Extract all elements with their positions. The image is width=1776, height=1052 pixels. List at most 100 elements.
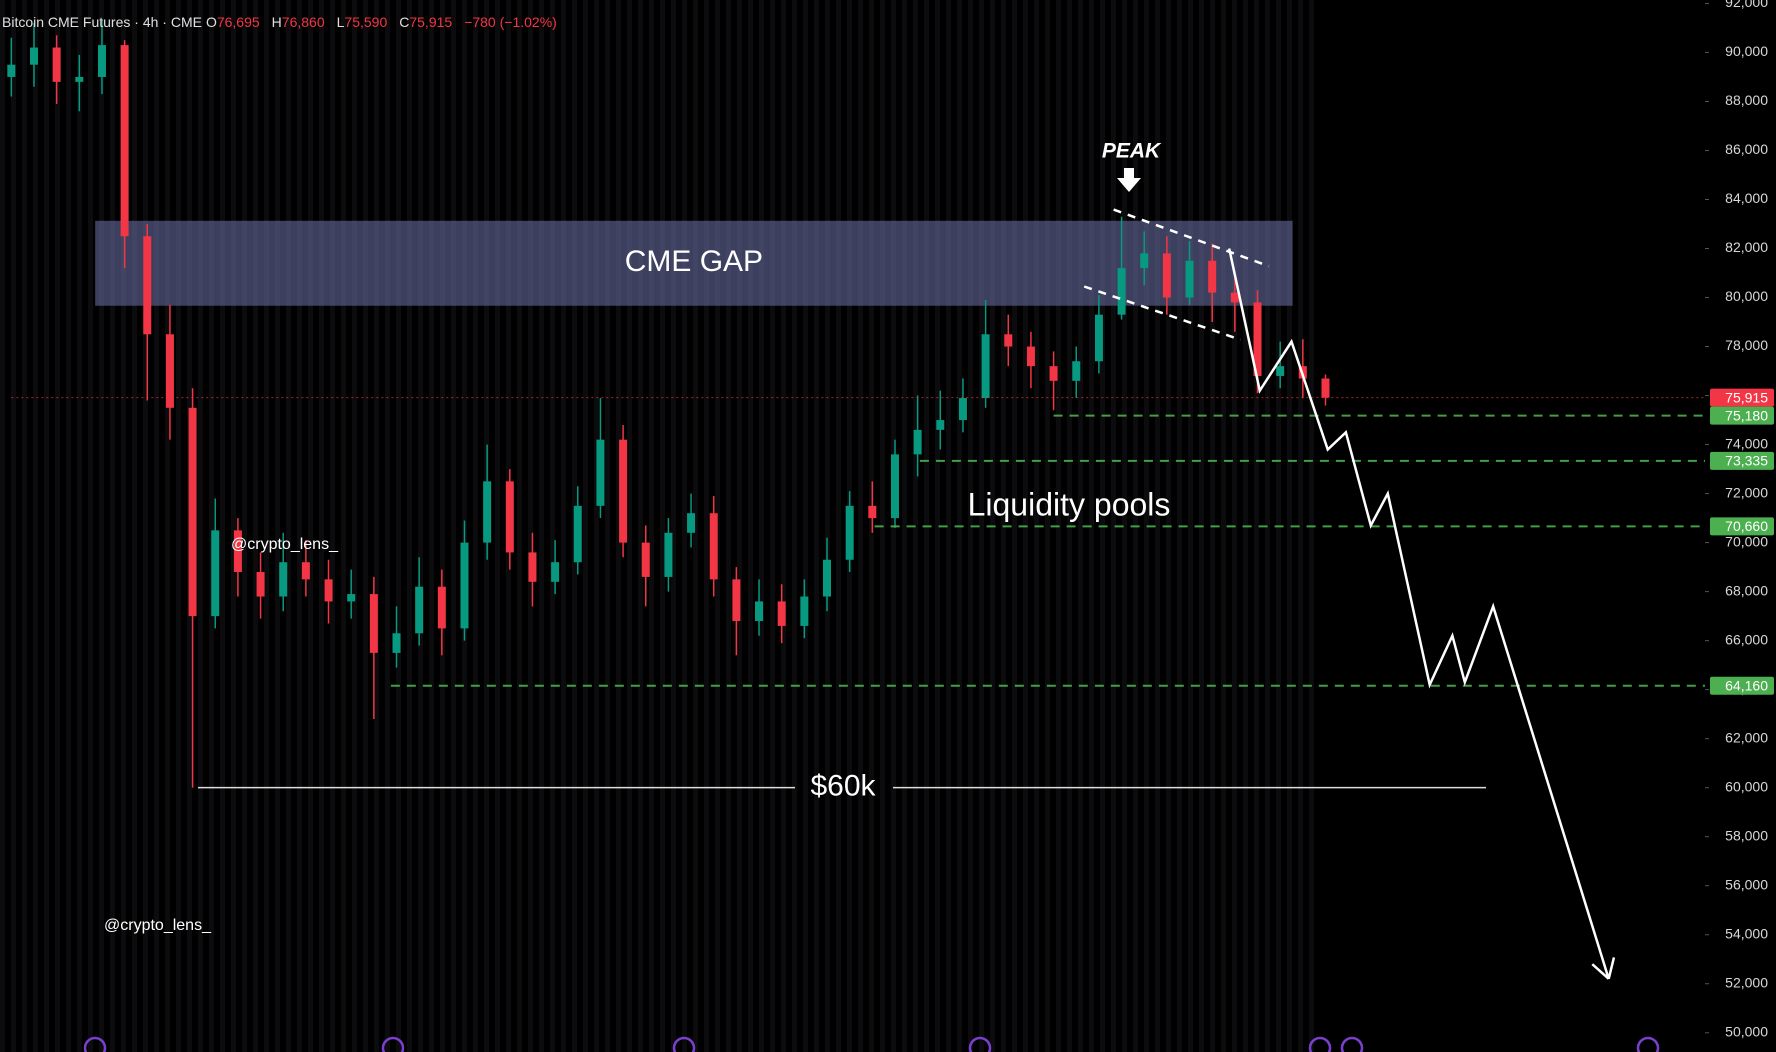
candle-body	[1276, 366, 1285, 376]
candle-body	[460, 542, 469, 629]
y-tick-label: 88,000	[1725, 92, 1768, 108]
arrow-head	[1607, 957, 1616, 980]
y-tick-label: 52,000	[1725, 974, 1768, 990]
price-badge	[1710, 676, 1774, 695]
candle-body	[347, 594, 356, 602]
support-label: $60k	[810, 770, 876, 803]
candle-body	[845, 505, 854, 560]
y-tick-label: 68,000	[1725, 582, 1768, 598]
y-tick-label: 66,000	[1725, 631, 1768, 647]
event-icon	[1636, 1036, 1660, 1052]
candle-body	[777, 601, 786, 626]
y-tick-label: 58,000	[1725, 827, 1768, 843]
symbol-title: Bitcoin CME Futures · 4h · CME	[2, 14, 202, 30]
candle-body	[415, 586, 424, 634]
y-tick-label: 62,000	[1725, 729, 1768, 745]
ohlc-letter: L	[336, 14, 345, 30]
candle-body	[1004, 334, 1013, 347]
candle-body	[1026, 346, 1035, 367]
candle-body	[596, 439, 605, 506]
projection-path	[1227, 248, 1610, 980]
ohlc-value: 75,915	[409, 14, 453, 30]
candle-body	[800, 596, 809, 626]
candle-body	[301, 562, 310, 580]
candle-body	[709, 513, 718, 580]
candle-body	[1117, 268, 1126, 315]
price-badge-label: 75,915	[1725, 389, 1768, 405]
price-badge-label: 64,160	[1725, 677, 1768, 693]
gap-zone	[95, 220, 1293, 306]
candle-body	[936, 420, 945, 430]
event-icon	[381, 1036, 405, 1052]
y-tick-label: 86,000	[1725, 141, 1768, 157]
ohlc-value: 76,695	[216, 14, 260, 30]
price-badge-label: 73,335	[1725, 453, 1768, 469]
candle-body	[687, 513, 696, 533]
event-icon	[1340, 1036, 1364, 1052]
gap-label: CME GAP	[625, 245, 763, 278]
ohlc-value: 75,590	[344, 14, 388, 30]
candle-body	[1208, 260, 1217, 293]
y-tick-label: 84,000	[1725, 190, 1768, 206]
candle-body	[958, 398, 967, 421]
y-tick-label: 60,000	[1725, 778, 1768, 794]
peak-arrow	[1117, 168, 1141, 192]
candle-body	[29, 47, 38, 65]
y-tick-label: 92,000	[1725, 0, 1768, 10]
candle-body	[619, 439, 628, 543]
candle-body	[551, 562, 560, 582]
candle-body	[437, 586, 446, 629]
candle-body	[1049, 366, 1058, 381]
ohlc-letter: H	[271, 14, 282, 30]
candle-body	[120, 45, 129, 237]
candle-body	[641, 542, 650, 577]
candle-body	[1230, 292, 1239, 303]
channel-line	[1083, 285, 1241, 341]
price-badge	[1710, 406, 1774, 425]
candle-body	[1140, 253, 1149, 269]
candle-body	[1321, 378, 1330, 398]
y-tick-label: 78,000	[1725, 337, 1768, 353]
watermark: @crypto_lens_	[104, 917, 212, 934]
arrow-head	[1591, 963, 1610, 980]
candle-body	[7, 64, 16, 77]
y-tick-label: 50,000	[1725, 1023, 1768, 1039]
y-tick-label: 74,000	[1725, 435, 1768, 451]
candle-body	[890, 454, 899, 519]
y-tick-label: 54,000	[1725, 925, 1768, 941]
candle-body	[573, 505, 582, 563]
ohlc-letter: C	[399, 14, 410, 30]
candle-body	[1253, 302, 1262, 376]
candle-body	[1094, 314, 1103, 362]
candle-body	[165, 334, 174, 408]
y-tick-label: 70,000	[1725, 533, 1768, 549]
event-icon	[968, 1036, 992, 1052]
event-icon	[1308, 1036, 1332, 1052]
candle-body	[868, 505, 877, 519]
y-tick-label: 80,000	[1725, 288, 1768, 304]
candle-body	[823, 559, 832, 597]
peak-label: PEAK	[1102, 140, 1162, 163]
candle-body	[1162, 253, 1171, 298]
candle-body	[75, 76, 84, 82]
price-badge	[1710, 388, 1774, 407]
candle-body	[755, 601, 764, 622]
candle-body	[1185, 260, 1194, 298]
y-tick-label: 72,000	[1725, 484, 1768, 500]
candle-body	[664, 532, 673, 577]
candle-body	[97, 45, 106, 77]
candle-body	[392, 633, 401, 653]
watermark: @crypto_lens_	[231, 536, 339, 553]
candle-body	[233, 530, 242, 573]
ohlc-value: 76,860	[281, 14, 325, 30]
candle-body	[1072, 361, 1081, 381]
candle-body	[279, 562, 288, 597]
candle-body	[324, 579, 333, 602]
candle-body	[981, 334, 990, 399]
event-icon	[83, 1036, 107, 1052]
candle-body	[528, 552, 537, 582]
candle-body	[188, 407, 197, 617]
y-tick-label: 56,000	[1725, 876, 1768, 892]
